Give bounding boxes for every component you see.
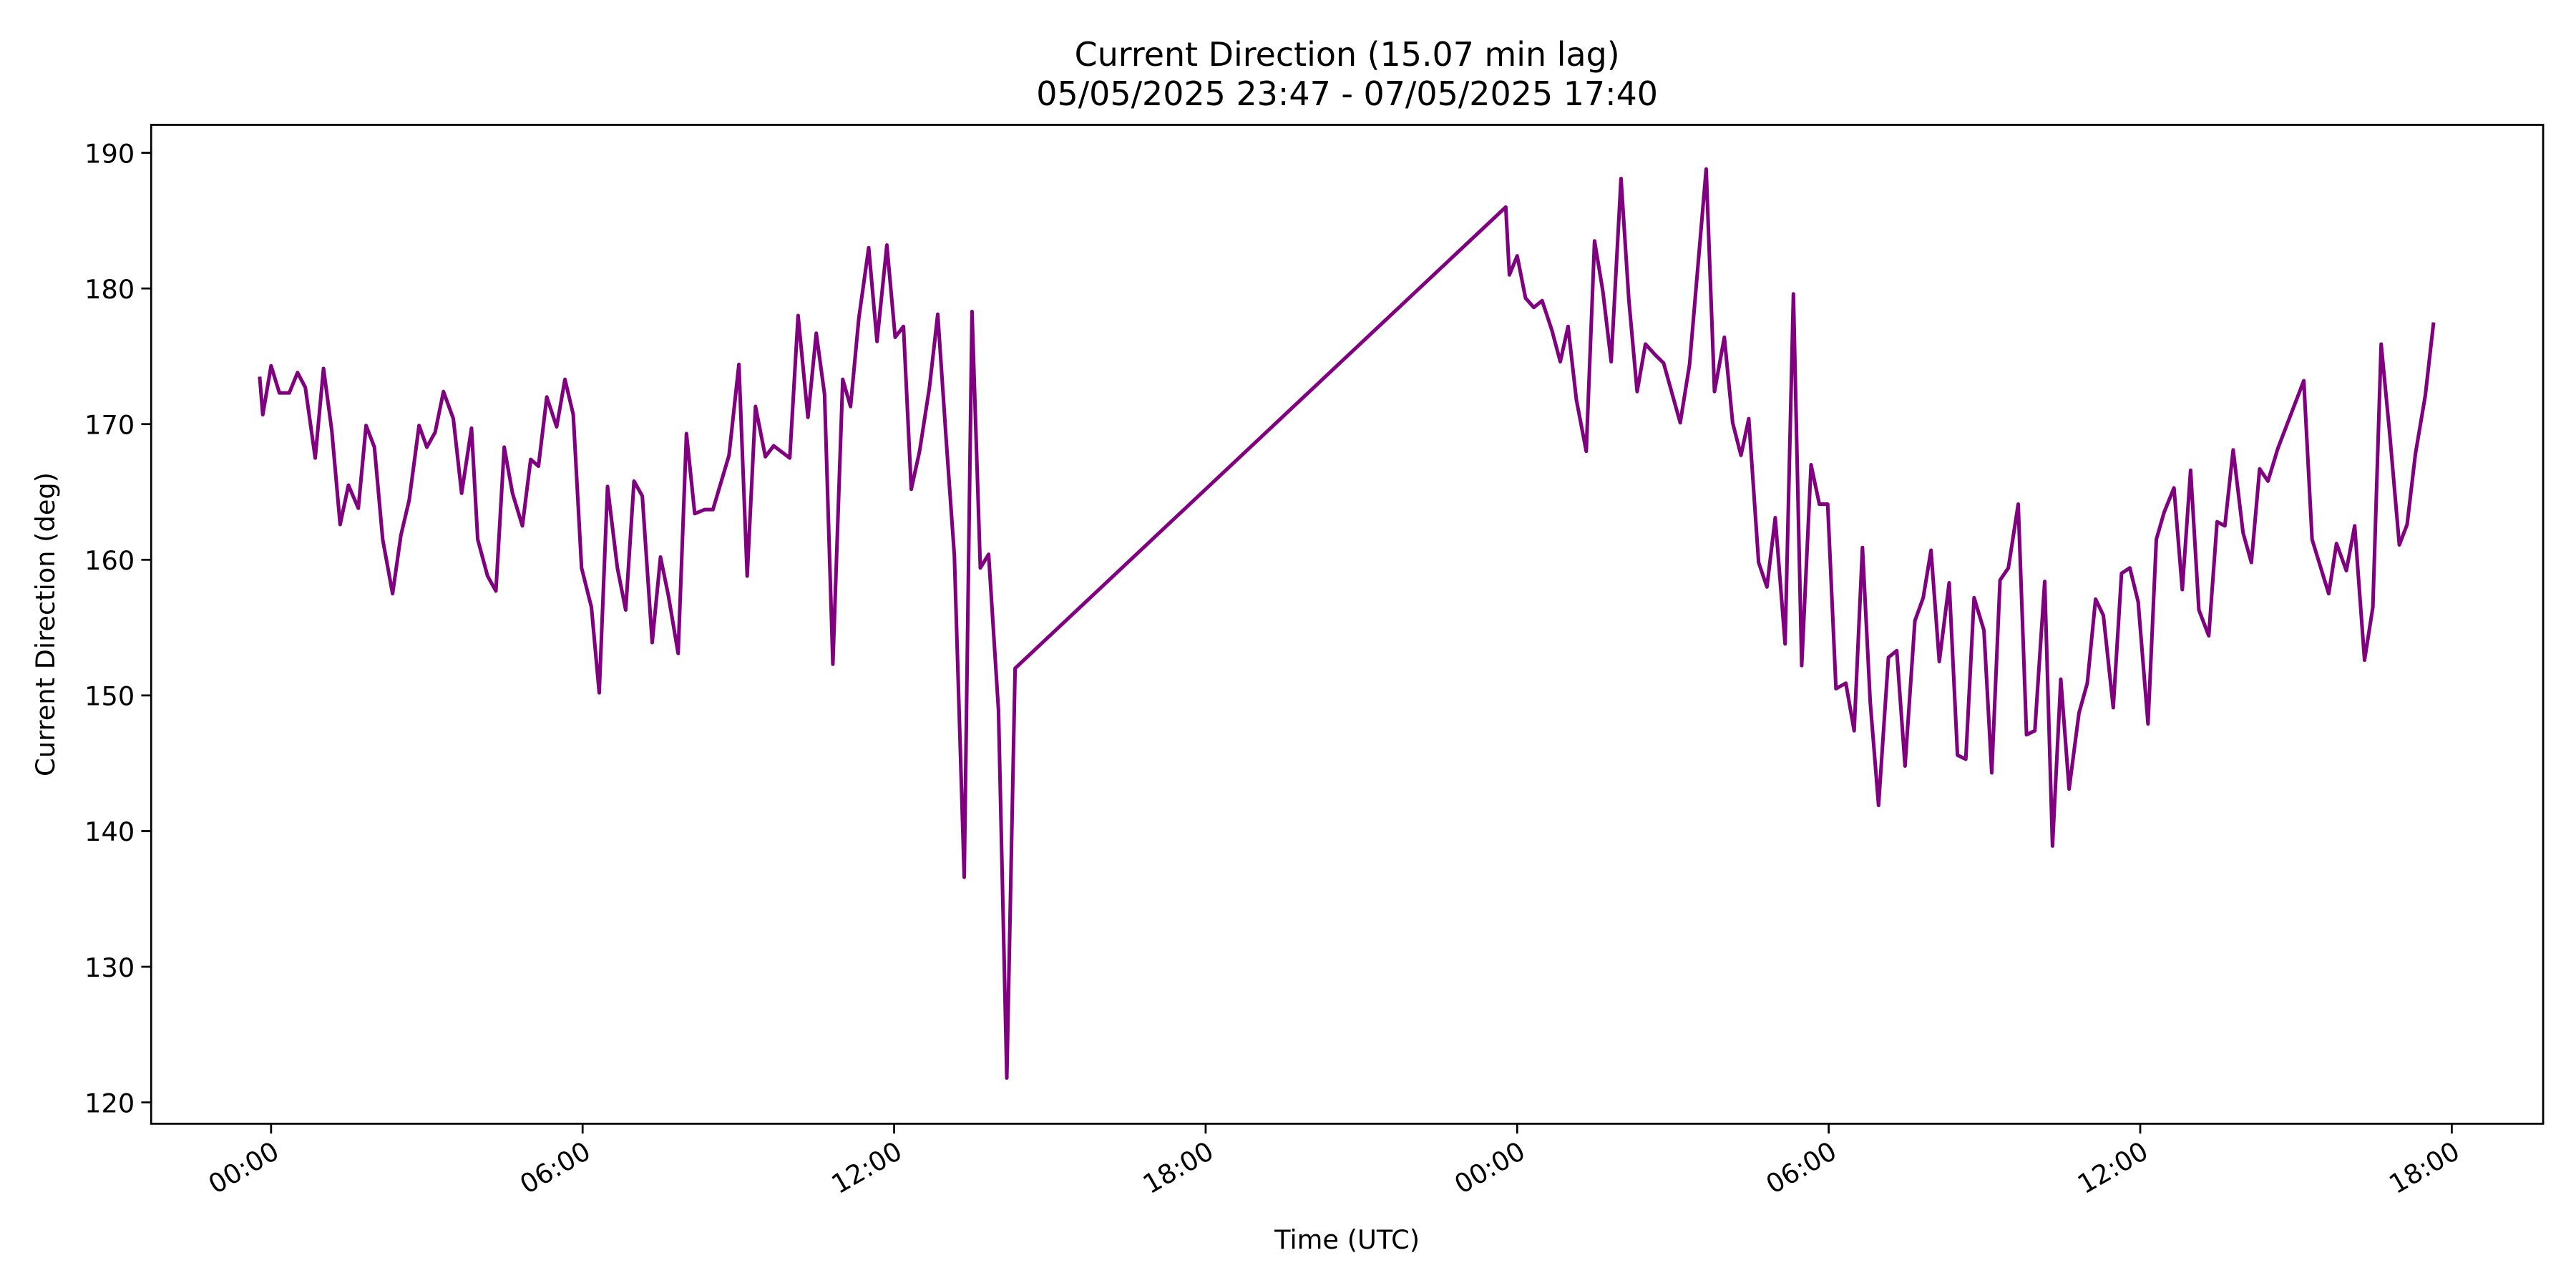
y-tick-label: 190 [84, 138, 135, 169]
plot-frame [150, 124, 2545, 1125]
chart-title: Current Direction (15.07 min lag) [1075, 35, 1620, 74]
chart-subtitle: 05/05/2025 23:47 - 07/05/2025 17:40 [1036, 74, 1658, 113]
y-tick-label: 120 [84, 1088, 135, 1118]
y-tick-label: 180 [84, 274, 135, 305]
y-tick-label: 130 [84, 952, 135, 983]
y-axis-label: Current Direction (deg) [30, 472, 61, 776]
x-axis-label: Time (UTC) [1274, 1224, 1420, 1255]
data-line [258, 167, 2436, 1080]
y-tick-label: 140 [84, 816, 135, 847]
y-tick-label: 170 [84, 409, 135, 440]
y-tick-label: 150 [84, 681, 135, 712]
y-tick-label: 160 [84, 545, 135, 576]
